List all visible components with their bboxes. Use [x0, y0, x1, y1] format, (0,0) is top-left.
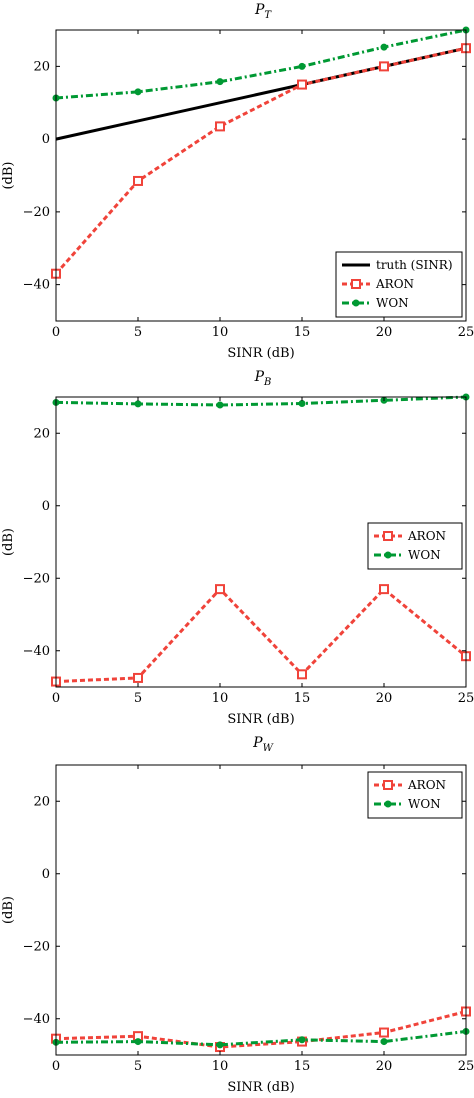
data-point: [134, 88, 142, 96]
legend: ARON WON: [367, 522, 463, 570]
x-tick-label: 15: [294, 325, 311, 340]
x-tick-label: 10: [212, 1059, 229, 1074]
legend-box: [367, 771, 463, 819]
y-tick-label: −40: [23, 644, 50, 659]
y-tick-label: −40: [23, 1012, 50, 1027]
data-point: [297, 79, 307, 90]
legend-label: truth (SINR): [376, 258, 453, 272]
x-tick-label: 20: [376, 691, 393, 706]
series-line-won: [55, 395, 467, 407]
data-point: [298, 1036, 306, 1044]
x-tick-label: 10: [212, 325, 229, 340]
legend: truth (SINR) ARON WON: [335, 251, 463, 318]
chart-title: PT: [254, 2, 272, 21]
chart-title: PW: [252, 735, 273, 754]
data-point: [297, 669, 307, 680]
legend-label: WON: [376, 296, 409, 310]
x-tick-label: 25: [458, 325, 474, 340]
x-tick-label: 25: [458, 1059, 474, 1074]
x-tick-label: 10: [212, 691, 229, 706]
legend-marker: [383, 531, 393, 541]
data-point: [133, 672, 143, 683]
y-tick-label: −20: [23, 571, 50, 586]
y-axis-label: (dB): [1, 896, 16, 924]
y-tick-label: −40: [23, 278, 50, 293]
legend-marker: [384, 551, 392, 559]
legend-label: WON: [408, 548, 441, 562]
data-point: [216, 78, 224, 86]
data-point: [134, 1038, 142, 1046]
legend-marker: [384, 800, 392, 808]
y-tick-label: 20: [33, 794, 50, 809]
x-tick-label: 0: [52, 691, 60, 706]
series-line-won: [55, 1029, 467, 1047]
x-tick-label: 0: [52, 325, 60, 340]
x-tick-label: 15: [294, 1059, 311, 1074]
x-axis-label: SINR (dB): [227, 1080, 294, 1095]
chart-title: PB: [254, 369, 272, 388]
data-point: [215, 121, 225, 132]
y-tick-label: 20: [33, 426, 50, 441]
data-point: [379, 1027, 389, 1038]
legend-marker: [351, 279, 361, 289]
data-point: [134, 400, 142, 408]
chart-panel-1: PT 0 5 10 15 20 25 20 0 −20 −40 SINR (dB) (dB) truth …: [1, 2, 474, 361]
y-tick-label: 0: [42, 867, 50, 882]
series-line-aron: [54, 46, 467, 275]
x-tick-label: 5: [134, 1059, 142, 1074]
legend-label: WON: [408, 797, 441, 811]
legend-marker: [383, 780, 393, 790]
legend: ARON WON: [367, 771, 463, 819]
x-tick-label: 5: [134, 325, 142, 340]
legend-label: ARON: [407, 778, 446, 792]
plot-frame: [55, 396, 467, 688]
y-tick-label: 20: [33, 59, 50, 74]
x-tick-label: 25: [458, 691, 474, 706]
legend-box: [367, 522, 463, 570]
y-tick-label: 0: [42, 132, 50, 147]
x-tick-label: 5: [134, 691, 142, 706]
data-point: [380, 43, 388, 51]
plot-frame: [55, 764, 467, 1056]
series-line-won: [55, 28, 467, 100]
x-tick-label: 15: [294, 691, 311, 706]
chart-panel-3: PW 0 5 10 15 20 25 20 0 −20 −40 SINR (dB) (dB) ARON WO…: [1, 735, 474, 1095]
x-axis-label: SINR (dB): [227, 712, 294, 727]
y-axis-label: (dB): [1, 161, 16, 189]
data-point: [379, 584, 389, 595]
legend-label: ARON: [407, 529, 446, 543]
chart-panel-2: PB 0 5 10 15 20 25 20 0 −20 −40 SINR (dB) (dB) ARON WO…: [1, 369, 474, 727]
legend-label: ARON: [375, 277, 414, 291]
x-axis-label: SINR (dB): [227, 346, 294, 361]
series-line-aron: [55, 1010, 467, 1049]
y-tick-label: 0: [42, 499, 50, 514]
y-tick-label: −20: [23, 205, 50, 220]
x-tick-label: 20: [376, 1059, 393, 1074]
x-tick-label: 20: [376, 325, 393, 340]
data-point: [379, 61, 389, 72]
data-point: [215, 584, 225, 595]
series-line-aron: [55, 586, 467, 684]
y-tick-label: −20: [23, 939, 50, 954]
data-point: [380, 1038, 388, 1046]
plot-frame: [55, 29, 467, 322]
legend-marker: [352, 299, 360, 307]
data-point: [216, 1041, 224, 1049]
y-axis-label: (dB): [1, 528, 16, 556]
data-point: [298, 400, 306, 408]
data-point: [216, 401, 224, 409]
data-point: [298, 62, 306, 70]
x-tick-label: 0: [52, 1059, 60, 1074]
data-point: [133, 175, 143, 186]
